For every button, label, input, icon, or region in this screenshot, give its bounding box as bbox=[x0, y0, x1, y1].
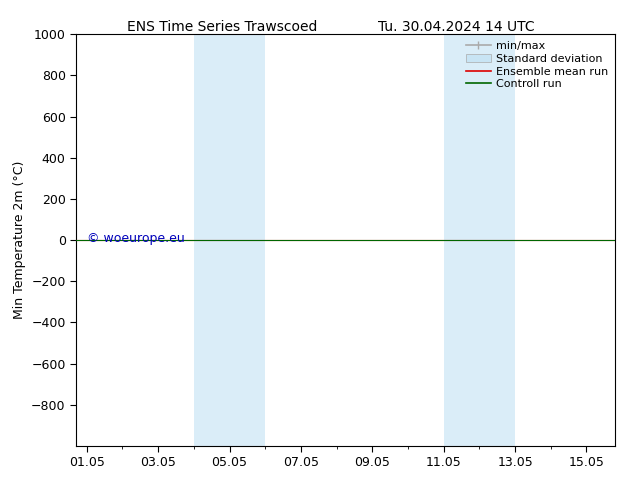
Bar bbox=[194, 34, 265, 446]
Text: Tu. 30.04.2024 14 UTC: Tu. 30.04.2024 14 UTC bbox=[378, 20, 535, 34]
Bar bbox=[444, 34, 515, 446]
Y-axis label: Min Temperature 2m (°C): Min Temperature 2m (°C) bbox=[13, 161, 25, 319]
Legend: min/max, Standard deviation, Ensemble mean run, Controll run: min/max, Standard deviation, Ensemble me… bbox=[462, 37, 612, 94]
Text: © woeurope.eu: © woeurope.eu bbox=[87, 232, 184, 245]
Text: ENS Time Series Trawscoed: ENS Time Series Trawscoed bbox=[127, 20, 317, 34]
